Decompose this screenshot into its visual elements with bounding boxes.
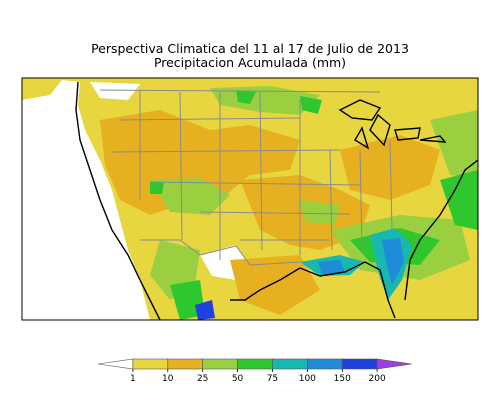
coastlines bbox=[75, 81, 478, 320]
legend-swatch bbox=[307, 358, 343, 370]
blue-area-gulf bbox=[318, 260, 345, 274]
light-green-area-northeast bbox=[430, 110, 478, 180]
legend-swatch bbox=[237, 358, 273, 370]
legend-label: 10 bbox=[162, 374, 174, 384]
legend-label: 100 bbox=[299, 374, 316, 384]
legend-swatch bbox=[202, 358, 238, 370]
dark-blue-area-mexico bbox=[195, 300, 215, 320]
legend-swatch bbox=[272, 358, 308, 370]
green-area-north bbox=[236, 90, 256, 104]
legend-swatch bbox=[132, 358, 169, 370]
light-green-area-ohio bbox=[300, 200, 340, 225]
legend-swatches bbox=[97, 358, 413, 370]
map-title: Perspectiva Climatica del 11 al 17 de Ju… bbox=[91, 41, 409, 56]
light-green-area-plains bbox=[150, 178, 230, 215]
moderate-area-northeast bbox=[340, 135, 440, 200]
legend-label: 200 bbox=[369, 374, 386, 384]
map-frame bbox=[21, 77, 479, 321]
legend-label: 50 bbox=[232, 374, 244, 384]
state-borders bbox=[99, 89, 393, 266]
green-area-north-east bbox=[300, 96, 322, 114]
green-area-plains-dot bbox=[150, 182, 164, 194]
legend-label: 1 bbox=[130, 374, 136, 384]
trace-area-pacific-nw bbox=[90, 82, 140, 100]
legend-swatch bbox=[376, 358, 413, 370]
green-area-atlantic bbox=[440, 170, 478, 230]
legend-swatch bbox=[97, 358, 134, 370]
blue-area-georgia bbox=[382, 238, 404, 285]
trace-area-west bbox=[22, 80, 150, 320]
map-subtitle: Precipitacion Acumulada (mm) bbox=[153, 55, 347, 70]
legend-label: 150 bbox=[334, 374, 351, 384]
legend-label: 75 bbox=[267, 374, 278, 384]
legend-label: 25 bbox=[197, 374, 208, 384]
legend-labels: 1 10 25 50 75 100 150 200 bbox=[130, 369, 386, 384]
legend-swatch bbox=[341, 358, 378, 370]
legend-swatch bbox=[167, 358, 203, 370]
